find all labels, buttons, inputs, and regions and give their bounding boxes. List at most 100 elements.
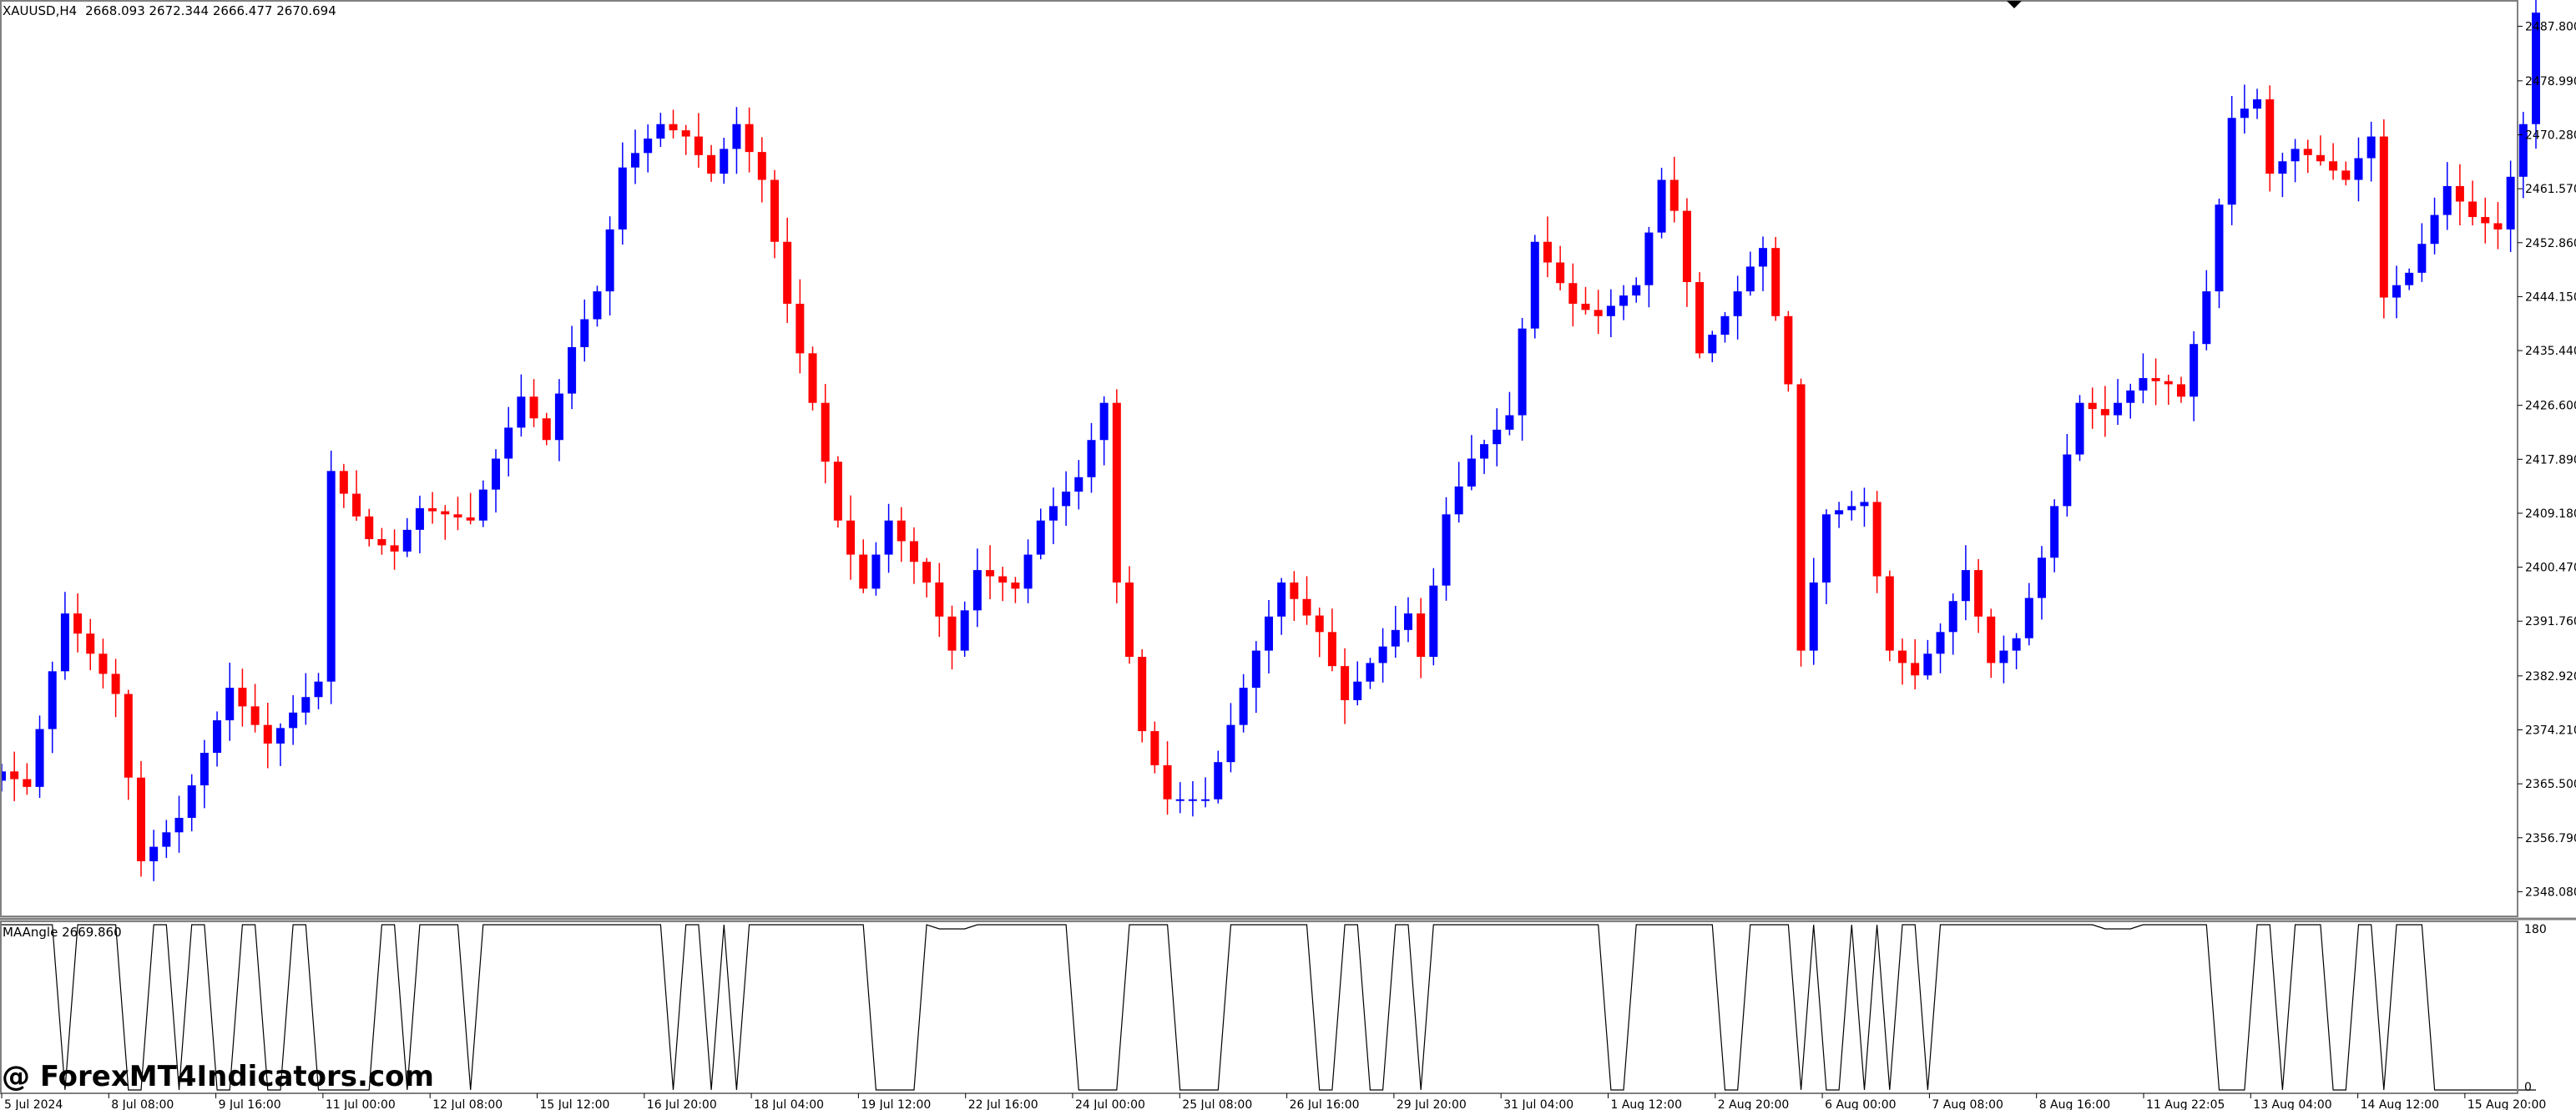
candle-body — [1138, 656, 1147, 732]
candle-body — [618, 167, 627, 230]
candle — [2506, 160, 2515, 252]
candle-body — [1023, 554, 1033, 589]
candle-body — [1733, 291, 1742, 316]
candle-body — [821, 402, 830, 462]
candle-body — [2442, 185, 2452, 215]
candle-body — [1391, 629, 1400, 647]
candle — [1872, 491, 1881, 593]
candle — [1568, 263, 1578, 327]
candle — [2139, 353, 2148, 404]
candle — [2114, 379, 2123, 426]
candle-body — [859, 554, 868, 589]
candle — [542, 412, 551, 446]
y-tick-label: 2356.790 — [2525, 832, 2576, 845]
candle — [1391, 605, 1400, 658]
candle-body — [504, 427, 513, 459]
symbol-label: XAUUSD,H4 — [3, 3, 77, 18]
y-tick-label: 2382.920 — [2525, 670, 2576, 684]
candle-body — [2329, 161, 2338, 171]
candle-body — [568, 346, 577, 394]
candle-body — [2392, 285, 2402, 298]
candle — [1961, 545, 1970, 621]
candle-body — [213, 720, 222, 754]
candle-body — [2190, 344, 2199, 397]
candle — [707, 144, 716, 182]
candle-body — [2405, 272, 2414, 285]
shift-marker-icon[interactable] — [2007, 1, 2022, 8]
candle — [2126, 383, 2135, 419]
y-tick-label: 2435.440 — [2525, 345, 2576, 358]
indicator-window-frame — [0, 921, 2518, 1094]
candle — [2088, 387, 2097, 429]
candle — [1556, 245, 1565, 290]
candle — [1467, 435, 1476, 491]
candle — [593, 285, 602, 327]
candle-body — [1796, 384, 1806, 651]
candle-body — [1974, 570, 1983, 617]
candle — [1733, 275, 1742, 340]
candle — [2176, 376, 2185, 403]
candle-body — [1074, 477, 1083, 492]
candle — [656, 113, 665, 148]
x-tick-label: 16 Jul 20:00 — [647, 1098, 717, 1110]
candle — [2455, 164, 2464, 226]
candle-body — [275, 728, 285, 744]
candle — [1036, 508, 1045, 560]
candle-body — [466, 517, 475, 521]
x-tick-label: 13 Aug 04:00 — [2253, 1098, 2331, 1110]
y-tick-label: 2487.800 — [2525, 20, 2576, 33]
candle — [200, 739, 209, 809]
candle — [1518, 317, 1527, 441]
candle — [947, 605, 957, 670]
candle-body — [1543, 241, 1552, 263]
candle-body — [783, 241, 792, 304]
candle-body — [909, 541, 918, 563]
candle — [821, 384, 830, 484]
y-tick-label: 2391.760 — [2525, 615, 2576, 628]
candle — [605, 216, 614, 315]
x-tick-label: 5 Jul 2024 — [4, 1098, 63, 1110]
y-tick-label: 2452.860 — [2525, 237, 2576, 250]
candle-body — [2164, 381, 2173, 385]
candle — [2468, 180, 2478, 226]
candle — [909, 527, 918, 584]
candle — [225, 663, 235, 741]
x-tick-label: 11 Jul 00:00 — [326, 1098, 396, 1110]
candle-body — [2430, 214, 2439, 245]
candle-body — [1277, 582, 1286, 617]
candle — [1745, 251, 1755, 296]
candle-body — [1898, 650, 1907, 663]
candle-body — [2265, 99, 2275, 174]
candle — [136, 760, 145, 877]
candle — [2430, 197, 2439, 255]
x-tick-label: 8 Aug 16:00 — [2039, 1098, 2111, 1110]
candle — [35, 715, 44, 799]
candle-body — [808, 353, 817, 403]
indicator-plot — [2, 924, 2536, 1091]
candle-body — [529, 396, 538, 419]
y-tick-label: 2426.600 — [2525, 400, 2576, 413]
candle — [1150, 721, 1159, 774]
candle — [935, 563, 944, 638]
candle-body — [339, 471, 348, 494]
candle-body — [1948, 601, 1957, 633]
candle — [162, 820, 171, 858]
candle-body — [1911, 663, 1920, 676]
candle-body — [1265, 616, 1273, 651]
candle — [453, 497, 462, 531]
x-tick-label: 14 Aug 12:00 — [2361, 1098, 2439, 1110]
candle — [1163, 741, 1172, 815]
candle — [2354, 137, 2363, 202]
candle — [213, 711, 222, 767]
x-tick-label: 11 Aug 22:05 — [2146, 1098, 2225, 1110]
candle — [1442, 497, 1451, 601]
candle-body — [314, 681, 323, 698]
candle-body — [1530, 241, 1539, 329]
candle-body — [1860, 502, 1869, 507]
candle-body — [2481, 217, 2490, 224]
candle — [1112, 389, 1121, 603]
candle — [1759, 236, 1768, 291]
candle-body — [1745, 266, 1755, 292]
candle — [1505, 391, 1514, 436]
